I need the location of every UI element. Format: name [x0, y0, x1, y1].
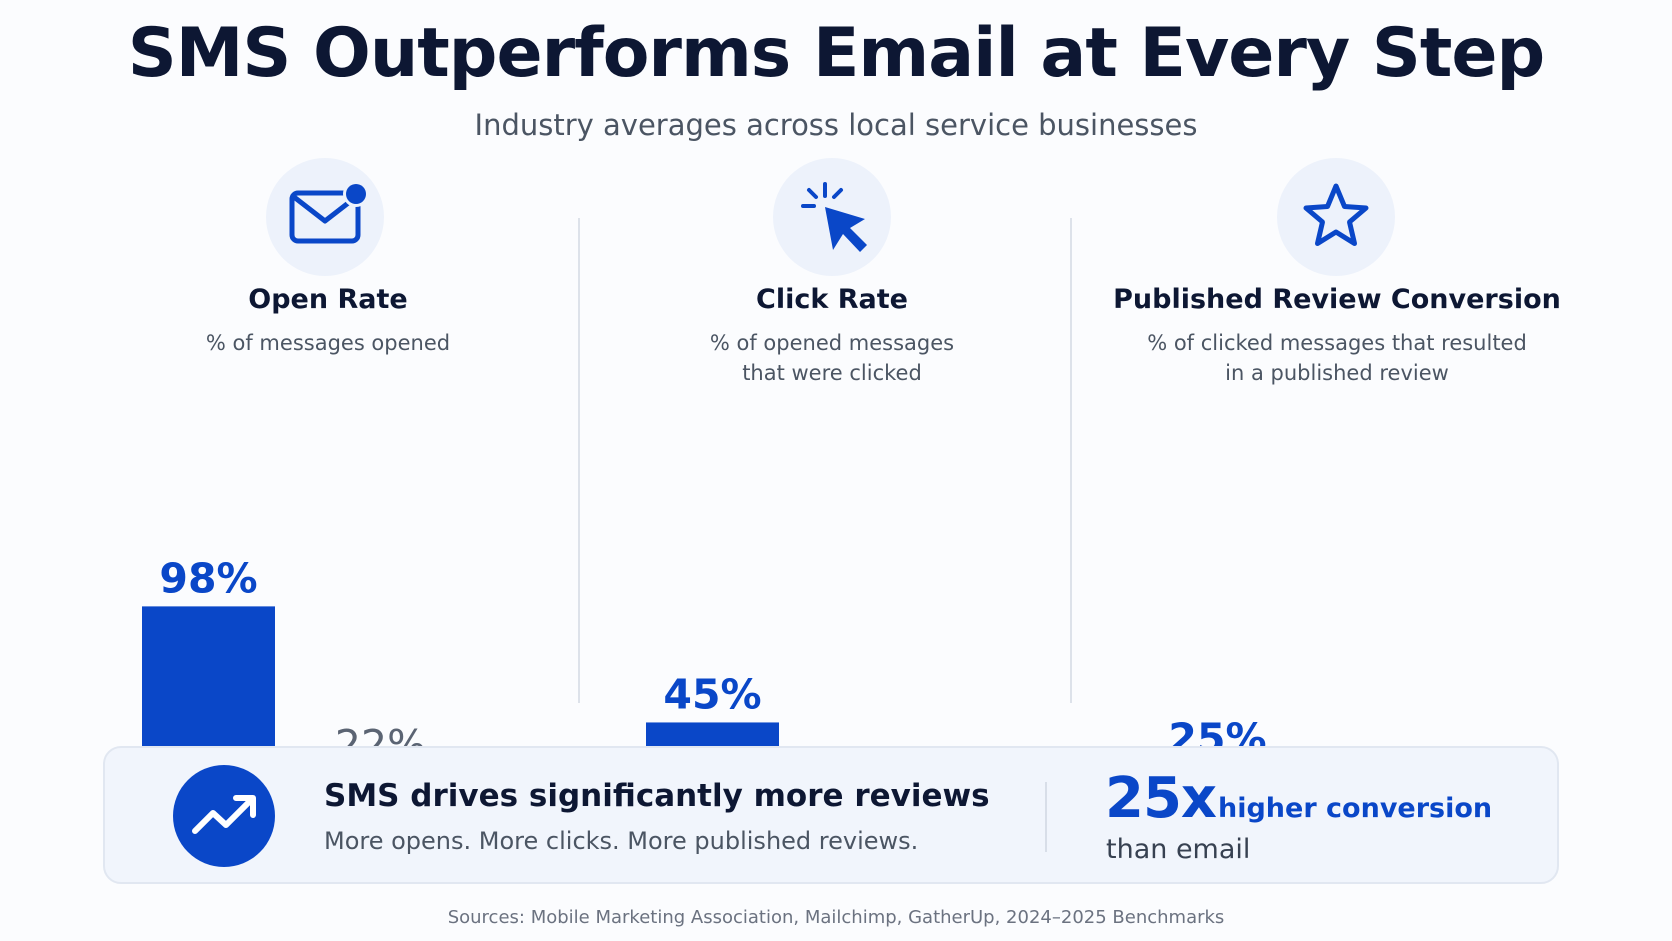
panel-description: % of opened messages that were clicked [709, 331, 955, 385]
summary-card: SMS drives significantly more reviews Mo… [103, 746, 1559, 884]
page-title: SMS Outperforms Email at Every Step [127, 14, 1545, 93]
stat-unit: higher conversion [1218, 793, 1493, 824]
bar-value-label: 45% [663, 670, 761, 718]
sources-footnote: Sources: Mobile Marketing Association, M… [447, 907, 1225, 928]
panel-title: Published Review Conversion [1113, 284, 1561, 315]
page-subtitle: Industry averages across local service b… [474, 108, 1198, 142]
bar-value-label: 98% [159, 554, 257, 602]
panel-title: Click Rate [756, 284, 908, 315]
panel-title: Open Rate [248, 284, 408, 315]
cursor-click-icon [773, 158, 891, 276]
panel-description: % of messages opened [205, 331, 451, 355]
summary-subtext: More opens. More clicks. More published … [324, 827, 919, 855]
open-rate-panel: Open Rate % of messages opened 98%SMS22%… [88, 150, 568, 860]
panel-divider [1070, 218, 1072, 703]
trend-up-icon [173, 765, 275, 867]
star-icon [1277, 158, 1395, 276]
panel-divider [578, 218, 580, 703]
summary-headline: SMS drives significantly more reviews [324, 778, 990, 814]
panel-description: % of clicked messages that resulted in a… [1147, 331, 1527, 385]
card-divider [1045, 782, 1047, 852]
stat-subtext: than email [1106, 834, 1251, 865]
review-conversion-panel: Published Review Conversion % of clicked… [1097, 150, 1577, 860]
click-rate-panel: Click Rate % of opened messages that wer… [592, 150, 1072, 860]
envelope-notification-icon [266, 158, 384, 276]
stat-value: 25x [1105, 766, 1217, 831]
